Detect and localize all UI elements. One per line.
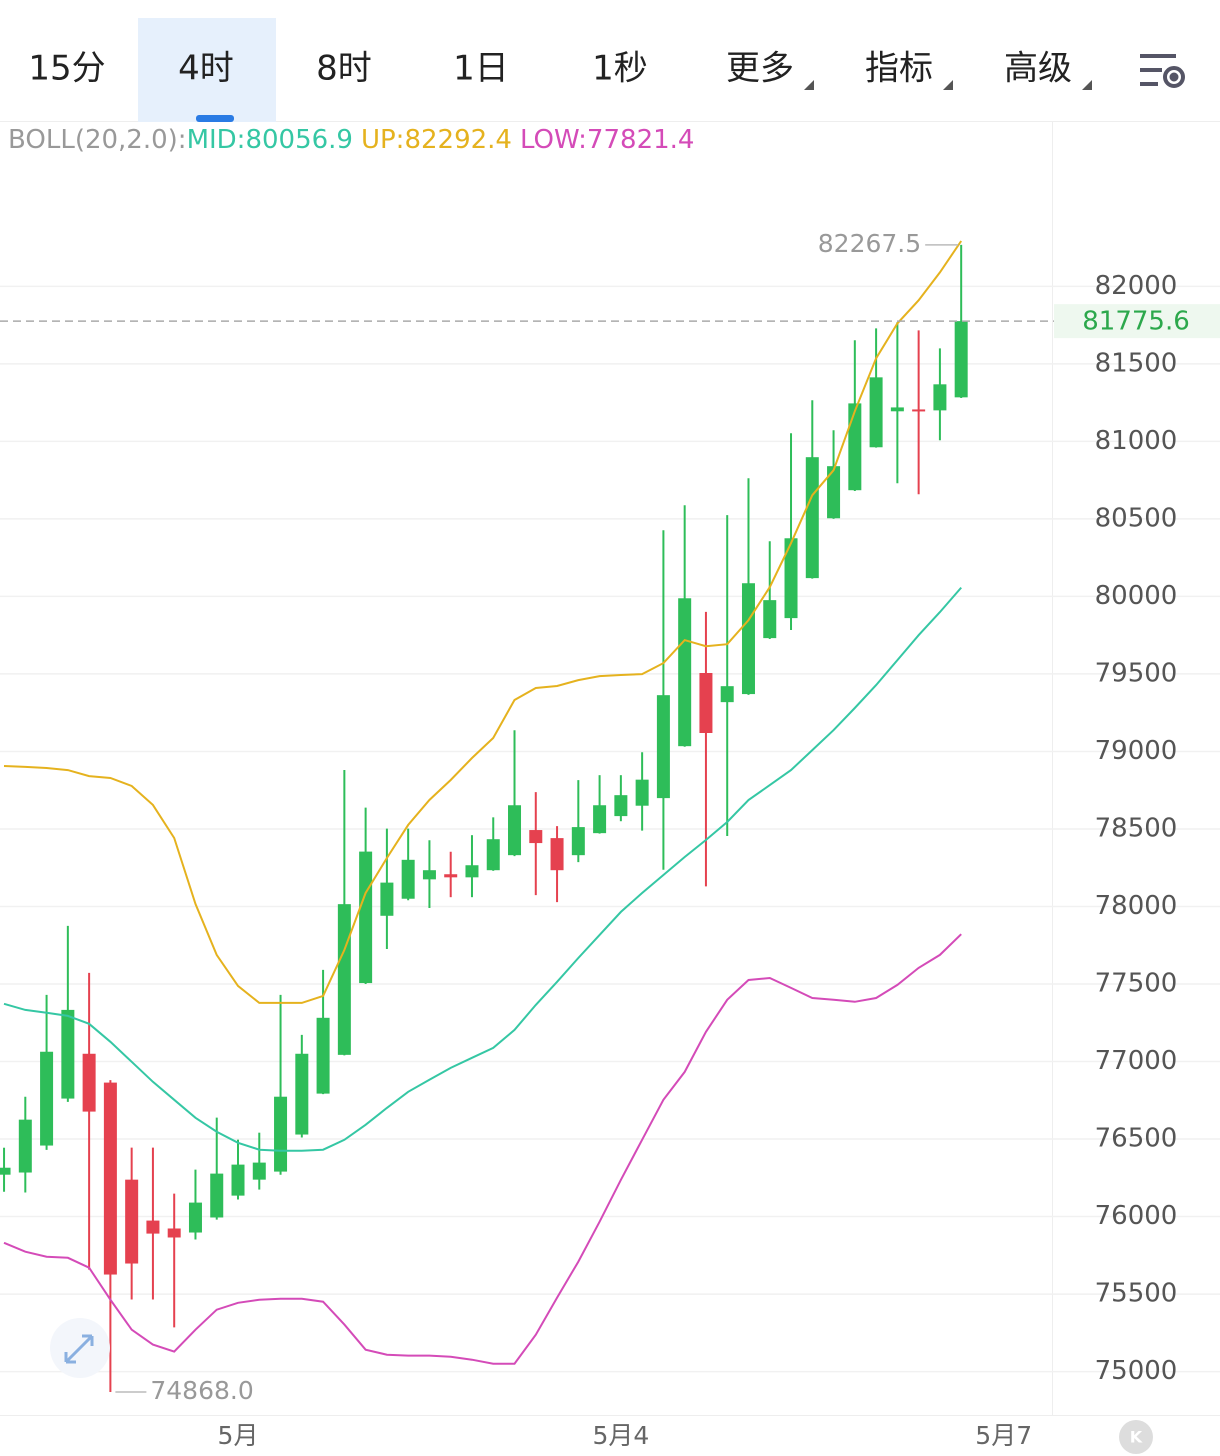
tab[interactable]: 更多 (726, 49, 794, 89)
dropdown-triangle (943, 80, 953, 90)
y-tick-label: 77500 (1095, 969, 1178, 999)
candle-body (805, 457, 819, 579)
candle-body (40, 1051, 54, 1146)
grid (0, 285, 1220, 1373)
max-label: 82267.5 (818, 229, 921, 258)
candle-body (465, 865, 479, 878)
settings-icon[interactable] (1140, 54, 1185, 88)
y-tick-label: 80000 (1095, 581, 1178, 611)
active-tab-bg (138, 18, 276, 122)
tab-bar: 15分 4时 8时 1日 1秒 更多 指标 高级 (28, 18, 1072, 122)
candle-body (954, 321, 968, 398)
candle-body (763, 600, 777, 639)
candle-body (295, 1053, 309, 1135)
tab[interactable]: 15分 (28, 49, 105, 89)
candle-body (82, 1053, 96, 1112)
y-tick-label: 79500 (1095, 658, 1178, 688)
k-icon[interactable]: K (1119, 1420, 1153, 1454)
x-tick-label: 5月7 (975, 1421, 1032, 1450)
band-line (3, 586, 962, 1152)
y-tick-label: 76500 (1095, 1124, 1178, 1154)
y-tick-label: 79000 (1095, 736, 1178, 766)
dropdown-triangle (804, 80, 814, 90)
tab[interactable]: 指标 (865, 49, 933, 89)
y-tick-label: 75500 (1095, 1279, 1178, 1309)
tab[interactable]: 4时 (178, 49, 234, 89)
y-tick-label: 80500 (1095, 503, 1178, 533)
candle-body (593, 805, 607, 834)
candle-body (188, 1202, 202, 1233)
x-tick-label: 5月4 (592, 1421, 649, 1450)
expand-icon[interactable] (50, 1318, 110, 1378)
candle-body (401, 859, 415, 899)
candle-body (784, 538, 798, 619)
tab[interactable]: 1日 (453, 49, 509, 89)
candle-body (167, 1228, 181, 1238)
tab[interactable]: 高级 (1004, 49, 1072, 89)
candle-body (486, 839, 500, 871)
candle-body (146, 1220, 160, 1234)
band-line (3, 240, 963, 1004)
y-tick-label: 82000 (1095, 271, 1178, 301)
candle-body (508, 805, 522, 856)
candle-body (274, 1096, 288, 1172)
dropdown-triangle (1082, 80, 1092, 90)
candle-body (678, 598, 692, 747)
y-tick-label: 81500 (1095, 348, 1178, 378)
candle-body (656, 695, 670, 799)
y-tick-label: 75000 (1095, 1356, 1178, 1386)
y-tick-label: 78500 (1095, 813, 1178, 843)
candle-body (571, 827, 585, 856)
plot (0, 240, 968, 1393)
legend-entry: UP:82292.4 (361, 125, 512, 155)
candle-body (359, 851, 373, 984)
candle-body (741, 583, 755, 695)
candle-body (848, 403, 862, 491)
candle-body (444, 874, 458, 878)
y-tick-label: 78000 (1095, 891, 1178, 921)
x-tick-label: 5月 (218, 1421, 259, 1450)
min-label: 74868.0 (150, 1376, 253, 1405)
tab[interactable]: 8时 (316, 49, 372, 89)
candle-body (252, 1162, 266, 1180)
indicator-legend: BOLL(20,2.0):MID:80056.9 UP:82292.4 LOW:77… (8, 125, 694, 155)
candle-body (125, 1179, 139, 1264)
candle-body (869, 377, 883, 448)
y-tick-label: 77000 (1095, 1046, 1178, 1076)
candle-body (635, 779, 649, 806)
candle-body (614, 795, 628, 817)
legend-entry: LOW:77821.4 (520, 125, 694, 155)
legend-entry: MID:80056.9 (187, 125, 353, 155)
candle-body (933, 384, 947, 411)
last-price-label: 81775.6 (1082, 307, 1190, 337)
svg-text:K: K (1130, 1428, 1143, 1447)
candle-body (699, 672, 713, 733)
candle-body (912, 409, 926, 412)
tab[interactable]: 1秒 (592, 49, 648, 89)
last-price-bg (1054, 304, 1220, 339)
candle-body (422, 870, 436, 880)
y-tick-label: 81000 (1095, 426, 1178, 456)
candle-body (337, 904, 351, 1055)
candle-body (231, 1164, 245, 1196)
candle-body (529, 830, 543, 844)
candle-body (210, 1173, 224, 1218)
candle-body (103, 1082, 117, 1275)
candle-body (316, 1017, 330, 1094)
candle-body (0, 1167, 11, 1175)
band-line (3, 933, 962, 1365)
candle-body (18, 1119, 32, 1173)
indicator-label: BOLL(20,2.0): (8, 125, 187, 155)
candle-body (720, 686, 734, 703)
y-tick-label: 76000 (1095, 1201, 1178, 1231)
candle-body (550, 838, 564, 871)
candle-body (890, 407, 904, 412)
active-tab-indicator (196, 115, 234, 122)
candle-body (380, 882, 394, 916)
candle-body (61, 1009, 75, 1099)
candle-body (827, 466, 841, 519)
